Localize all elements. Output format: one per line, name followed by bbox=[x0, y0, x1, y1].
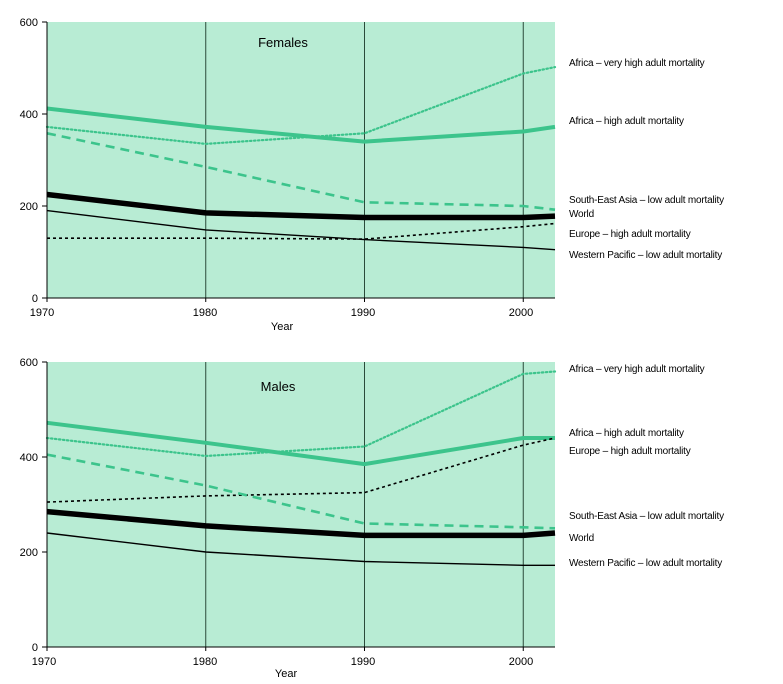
females-plot-area bbox=[47, 22, 555, 298]
legend-label-africa-high: Africa – high adult mortality bbox=[569, 116, 684, 127]
legend-label-world: World bbox=[569, 209, 594, 220]
males-gridlines bbox=[205, 362, 524, 647]
males-panel: Males Year 600 400 200 0 1970 1980 1990 … bbox=[20, 357, 725, 680]
legend-label-world: World bbox=[569, 533, 594, 544]
females-ticks bbox=[42, 21, 524, 302]
females-series-line-south-east-asia-low-adult-mortality bbox=[46, 132, 556, 211]
legend-label-western-pacific: Western Pacific – low adult mortality bbox=[569, 558, 722, 569]
legend-label-western-pacific: Western Pacific – low adult mortality bbox=[569, 250, 722, 261]
legend-label-africa-high: Africa – high adult mortality bbox=[569, 428, 684, 439]
females-x-tick-label: 1980 bbox=[193, 307, 217, 319]
females-x-tick-label: 1970 bbox=[30, 307, 54, 319]
females-series-line-western-pacific-low-adult-mortality bbox=[46, 209, 556, 251]
females-series-line-europe-high-adult-mortality bbox=[47, 222, 556, 240]
females-gridlines bbox=[205, 22, 524, 298]
males-series-line-world bbox=[46, 508, 556, 539]
males-series-line-africa-very-high-adult-mortality bbox=[45, 370, 557, 458]
legend-label-europe: Europe – high adult mortality bbox=[569, 446, 691, 457]
females-y-tick-label: 0 bbox=[32, 293, 38, 305]
males-x-tick-label: 2000 bbox=[509, 656, 533, 668]
females-series-line-africa-high-adult-mortality bbox=[46, 106, 556, 144]
females-y-tick-label: 600 bbox=[20, 17, 38, 29]
legend-label-south-east-asia: South-East Asia – low adult mortality bbox=[569, 511, 724, 522]
males-series-lines bbox=[45, 370, 557, 566]
males-y-tick-label: 0 bbox=[32, 642, 38, 654]
males-series-line-europe-high-adult-mortality bbox=[46, 437, 556, 503]
females-series-lines bbox=[45, 65, 557, 251]
males-panel-title: Males bbox=[261, 379, 296, 394]
males-x-tick-label: 1990 bbox=[351, 656, 375, 668]
females-panel-title: Females bbox=[258, 35, 308, 50]
females-y-tick-label: 400 bbox=[20, 109, 38, 121]
females-series-line-africa-very-high-adult-mortality bbox=[45, 65, 557, 145]
males-ticks bbox=[42, 361, 524, 651]
males-plot-area bbox=[47, 362, 555, 647]
legend-label-africa-very-high: Africa – very high adult mortality bbox=[569, 58, 705, 69]
males-y-tick-label: 200 bbox=[20, 547, 38, 559]
legend-label-south-east-asia: South-East Asia – low adult mortality bbox=[569, 195, 724, 206]
males-x-tick-label: 1980 bbox=[193, 656, 217, 668]
females-y-tick-label: 200 bbox=[20, 201, 38, 213]
males-y-tick-label: 600 bbox=[20, 357, 38, 369]
females-series-line-world bbox=[46, 191, 556, 221]
legend-label-africa-very-high: Africa – very high adult mortality bbox=[569, 364, 705, 375]
males-x-tick-label: 1970 bbox=[32, 656, 56, 668]
legend-label-europe: Europe – high adult mortality bbox=[569, 229, 691, 240]
males-series-line-western-pacific-low-adult-mortality bbox=[46, 532, 555, 566]
females-panel: Females Year 600 400 200 0 1970 1980 199… bbox=[20, 17, 725, 333]
females-x-axis-label: Year bbox=[271, 321, 294, 333]
males-y-tick-label: 400 bbox=[20, 452, 38, 464]
females-x-tick-label: 2000 bbox=[509, 307, 533, 319]
males-x-axis-label: Year bbox=[275, 668, 298, 679]
females-x-tick-label: 1990 bbox=[351, 307, 375, 319]
males-series-line-africa-high-adult-mortality bbox=[46, 420, 555, 467]
males-series-line-south-east-asia-low-adult-mortality bbox=[46, 453, 556, 530]
